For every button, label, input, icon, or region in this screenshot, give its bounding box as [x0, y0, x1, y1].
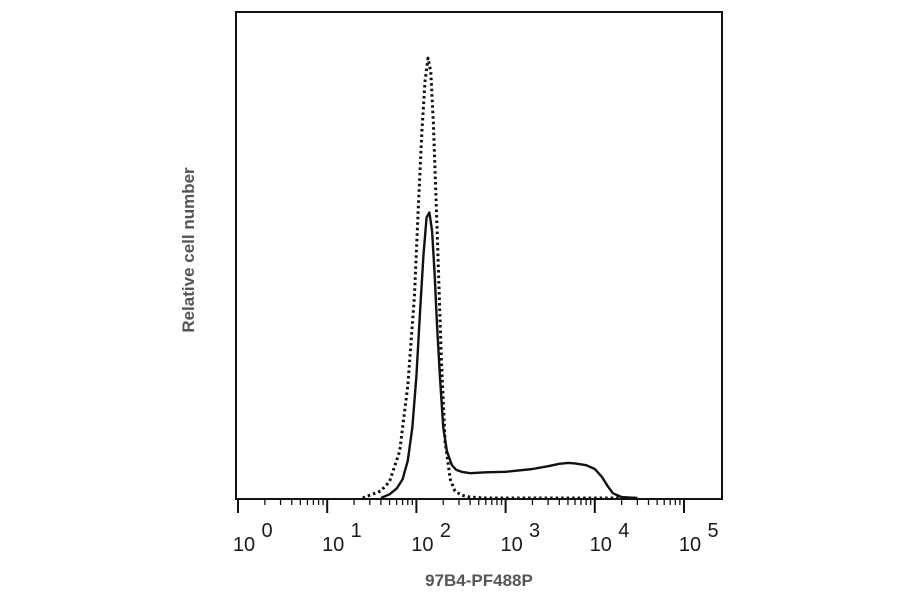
series-solid-line — [380, 211, 638, 500]
histogram-series — [362, 56, 638, 500]
x-tick-label-exponent: 1 — [351, 520, 362, 542]
x-axis-tick-labels: 10 0 10 1 10 2 10 3 10 4 10 5 — [233, 520, 719, 556]
x-tick-label-exponent: 5 — [707, 520, 718, 542]
x-tick-label-base: 10 — [679, 534, 701, 556]
x-tick-label-base: 10 — [411, 534, 433, 556]
x-tick-label-base: 10 — [233, 534, 255, 556]
plot-frame — [235, 11, 723, 500]
x-axis-label: 97B4-PF488P — [425, 571, 533, 590]
x-axis-ticks — [237, 499, 685, 513]
series-dotted-line — [362, 56, 638, 500]
x-tick-label-exponent: 0 — [261, 520, 272, 542]
x-tick-label-exponent: 4 — [618, 520, 629, 542]
x-tick-label-exponent: 2 — [440, 520, 451, 542]
x-tick-label-base: 10 — [500, 534, 522, 556]
y-axis-label: Relative cell number — [179, 167, 198, 333]
x-tick-label-base: 10 — [590, 534, 612, 556]
x-tick-label-base: 10 — [322, 534, 344, 556]
x-tick-label-exponent: 3 — [529, 520, 540, 542]
